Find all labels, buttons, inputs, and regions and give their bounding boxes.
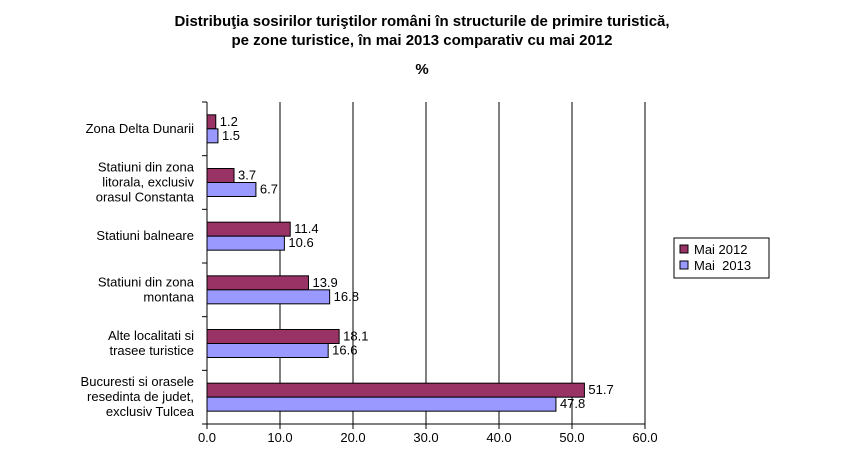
data-label: 10.6	[288, 235, 313, 250]
data-label: 47.8	[560, 396, 585, 411]
legend-swatch	[679, 260, 689, 270]
data-label: 13.9	[312, 275, 337, 290]
category-label: Zona Delta Dunarii	[86, 121, 194, 136]
category-label: Statiuni din zona	[98, 274, 195, 289]
category-label: litorala, exclusiv	[102, 175, 194, 190]
chart-unit: %	[415, 61, 429, 78]
data-label: 1.5	[222, 128, 240, 143]
chart-subtitle: pe zone turistice, în mai 2013 comparati…	[231, 32, 613, 49]
legend-swatch	[679, 244, 689, 254]
category-label: resedinta de judet,	[87, 389, 194, 404]
bar-2013	[206, 343, 329, 358]
category-label: Statiuni din zona	[98, 160, 195, 175]
data-label: 1.2	[220, 114, 238, 129]
x-tick-label: 60.0	[632, 430, 657, 445]
x-tick-label: 30.0	[413, 430, 438, 445]
legend	[673, 237, 770, 279]
bar-2013	[206, 128, 219, 144]
x-tick-label: 20.0	[340, 430, 365, 445]
category-label: Statiuni balneare	[96, 228, 194, 243]
bar-2012	[206, 275, 309, 291]
bar-2012	[206, 329, 340, 344]
legend-label: Mai 2012	[694, 242, 747, 257]
bar-2013	[206, 396, 557, 412]
category-label: montana	[143, 289, 194, 304]
data-label: 11.4	[294, 221, 318, 236]
category-label: exclusiv Tulcea	[106, 404, 195, 419]
bar-2012	[206, 114, 217, 130]
data-label: 6.7	[260, 182, 278, 197]
data-label: 16.6	[332, 343, 357, 358]
data-label: 16.8	[334, 289, 359, 304]
data-label: 3.7	[238, 168, 256, 183]
chart-title: Distribuţia sosirilor turiştilor români …	[174, 13, 670, 30]
category-label: Bucuresti si orasele	[81, 374, 194, 389]
category-label: trasee turistice	[109, 343, 194, 358]
data-label: 51.7	[588, 382, 613, 397]
x-tick-label: 40.0	[486, 430, 511, 445]
bar-2012	[206, 168, 235, 183]
x-tick-label: 10.0	[267, 430, 292, 445]
bar-2012	[206, 382, 585, 398]
x-tick-label: 50.0	[559, 430, 584, 445]
legend-label: Mai 2013	[694, 258, 751, 273]
bar-2012	[206, 221, 291, 237]
data-label: 18.1	[343, 329, 368, 344]
x-tick-label: 0.0	[198, 430, 216, 445]
category-label: orasul Constanta	[96, 190, 195, 205]
bar-2013	[206, 289, 331, 305]
category-label: Alte localitati si	[108, 328, 194, 343]
bar-2013	[206, 182, 257, 197]
bar-2013	[206, 235, 285, 251]
